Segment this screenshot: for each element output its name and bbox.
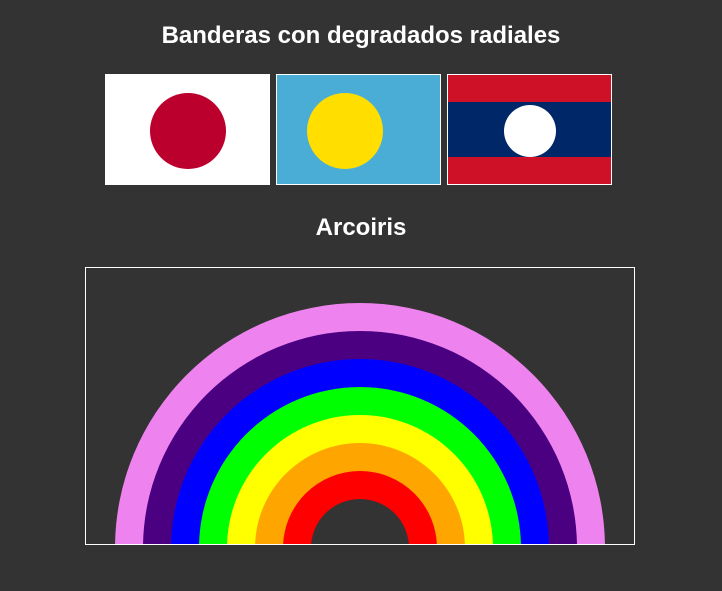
laos-flag-disc: [504, 105, 556, 157]
rainbow-graphic: [115, 303, 605, 544]
palau-flag: [276, 74, 441, 185]
japan-flag-disc: [150, 93, 226, 169]
rainbow-canvas: [85, 267, 635, 545]
flags-heading: Banderas con degradados radiales: [161, 22, 561, 49]
laos-flag-bottom-stripe: [448, 157, 611, 184]
laos-flag-top-stripe: [448, 75, 611, 102]
rainbow-heading: Arcoiris: [315, 214, 407, 241]
japan-flag-graphic: [106, 75, 269, 184]
japan-flag: [105, 74, 270, 185]
rainbow-center: [311, 499, 409, 544]
laos-flag-graphic: [448, 75, 611, 184]
palau-flag-graphic: [277, 75, 440, 184]
palau-flag-disc: [307, 93, 383, 169]
laos-flag: [447, 74, 612, 185]
